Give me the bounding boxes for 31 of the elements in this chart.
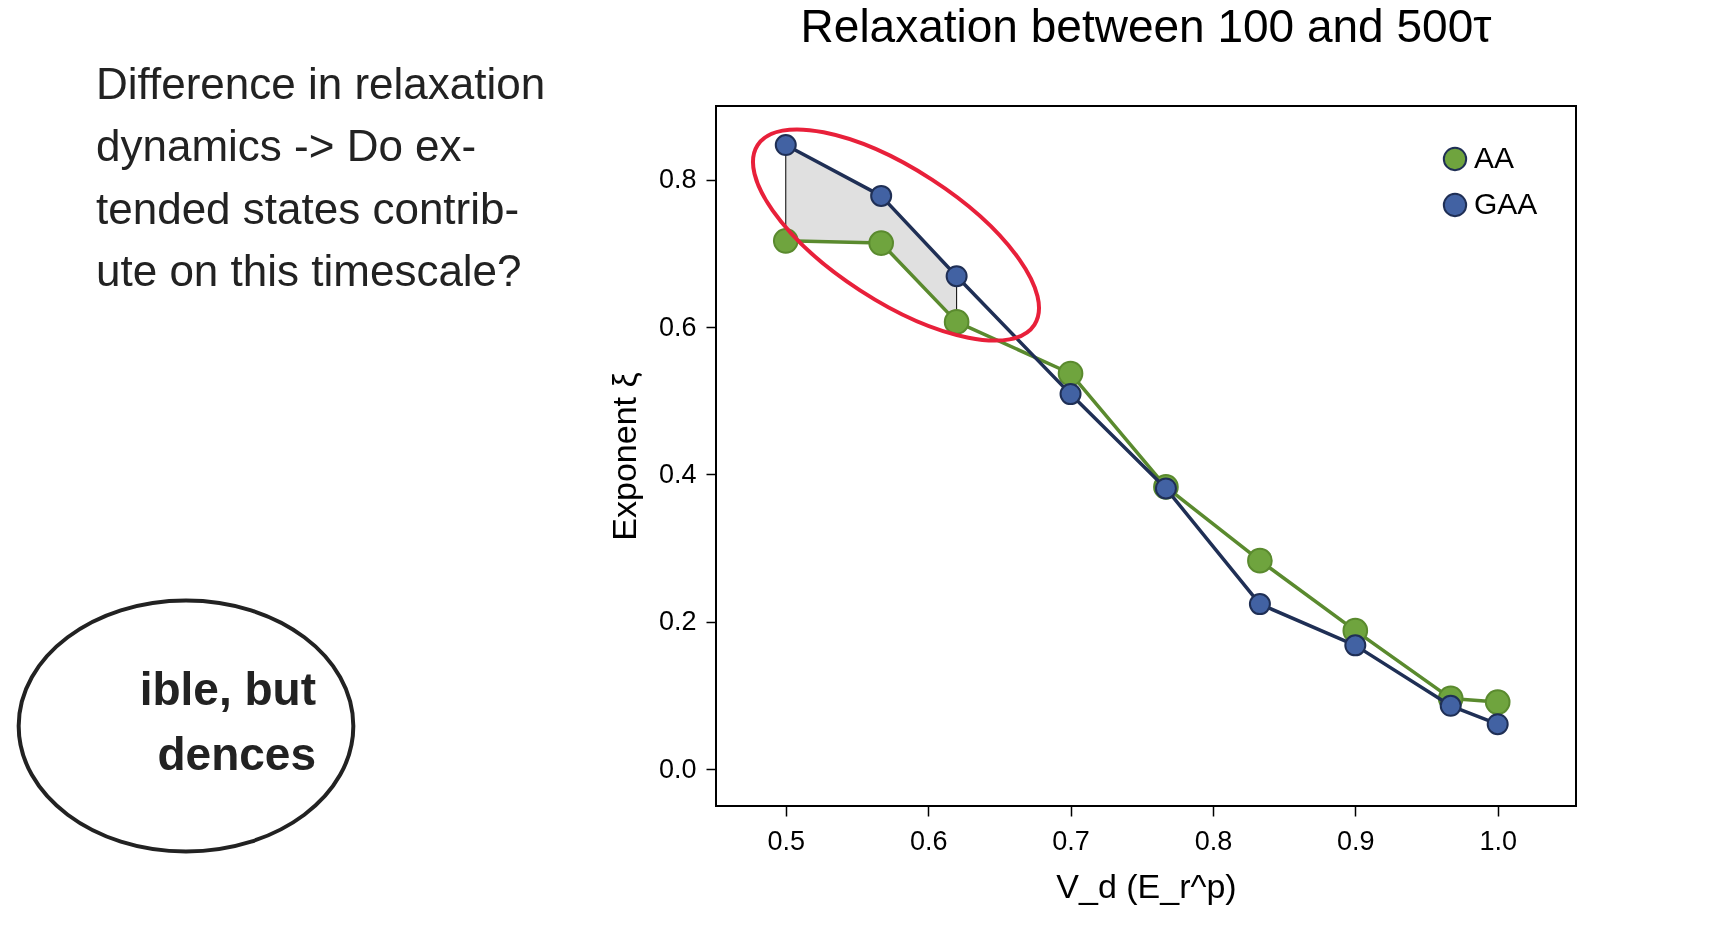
legend-label: GAA [1474, 187, 1538, 220]
point [870, 184, 893, 207]
legend-label: AA [1474, 141, 1515, 174]
point [774, 134, 797, 157]
point [1247, 547, 1273, 574]
x-tick-label: 0.7 [1052, 825, 1090, 856]
y-tick-label: 0.8 [658, 164, 697, 195]
point [868, 230, 894, 256]
x-tick-label: 0.6 [909, 825, 948, 856]
point [1486, 713, 1509, 736]
chart-title: Relaxation between 100 and 500τ [800, 0, 1492, 52]
y-tick-label: 0.0 [658, 753, 697, 784]
x-axis-title: V_d (E_r^p) [1056, 866, 1237, 905]
text: ible, but dences [139, 663, 316, 781]
y-tick-label: 0.4 [658, 458, 697, 489]
y-tick-label: 0.2 [658, 606, 697, 637]
x-tick-label: 0.9 [1337, 825, 1375, 856]
point [1484, 689, 1511, 715]
y-tick-label: 0.6 [658, 311, 697, 342]
point [1057, 360, 1084, 387]
y-axis-title: Exponent ξ [604, 372, 643, 541]
point [945, 265, 968, 288]
point [1059, 383, 1082, 406]
point [1439, 694, 1462, 717]
point [1344, 634, 1367, 657]
x-tick-label: 1.0 [1479, 825, 1517, 856]
x-tick-label: 0.8 [1194, 825, 1233, 856]
text: Difference in relaxation dynamics -> Do ex- tended states contrib- ute on this timescale? [96, 59, 546, 296]
point [1248, 593, 1271, 616]
x-tick-label: 0.5 [767, 825, 806, 856]
point [943, 309, 970, 335]
